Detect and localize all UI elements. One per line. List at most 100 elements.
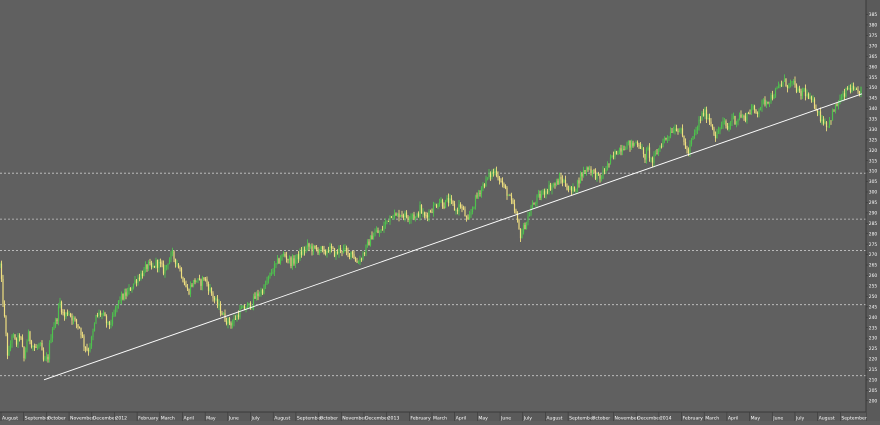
candle-body <box>194 279 196 283</box>
candle-body <box>824 122 826 124</box>
candle-body <box>440 200 442 203</box>
candle-body <box>429 211 432 213</box>
x-tick-label: October <box>47 415 65 421</box>
x-tick-label: February <box>410 415 431 421</box>
candle-body <box>579 174 582 184</box>
candle-body <box>444 200 447 209</box>
candle-body <box>39 342 42 345</box>
candle-body <box>129 287 132 291</box>
candle-body <box>5 316 7 334</box>
candle-body <box>624 149 627 151</box>
candle-body <box>114 308 117 314</box>
candle-body <box>393 213 396 218</box>
candle-body <box>503 184 505 186</box>
candle-body <box>522 224 525 233</box>
candle-body <box>842 93 844 98</box>
candle-body <box>662 140 664 147</box>
candle-body <box>708 117 711 122</box>
candle-body <box>77 324 79 327</box>
candle-body <box>233 318 235 323</box>
y-axis-panel <box>866 0 880 421</box>
candle-body <box>725 121 727 126</box>
candle-body <box>147 261 150 269</box>
candle-body <box>54 319 57 327</box>
candle-body <box>255 293 258 299</box>
candle-body <box>143 269 145 277</box>
y-tick-label: 270 <box>869 252 878 258</box>
y-tick-label: 275 <box>869 242 878 248</box>
y-tick-label: 325 <box>869 137 878 143</box>
candle-body <box>782 81 784 85</box>
candle-body <box>626 143 628 150</box>
candle-body <box>690 139 693 145</box>
candle-body <box>63 312 66 317</box>
candle-body <box>765 101 768 105</box>
candle-body <box>734 115 736 125</box>
y-tick-label: 255 <box>869 284 878 290</box>
candle-body <box>471 208 474 213</box>
candle-body <box>140 273 142 280</box>
candle-body <box>128 287 130 292</box>
candle-body <box>540 194 543 198</box>
candle-body <box>222 313 225 315</box>
candle-body <box>218 303 220 306</box>
candle-body <box>758 110 760 114</box>
candle-body <box>293 258 295 264</box>
candle-body <box>378 232 381 234</box>
candle-body <box>9 343 12 350</box>
candle-body <box>606 163 609 170</box>
candle-body <box>288 257 291 261</box>
candle-body <box>420 205 423 214</box>
candle-body <box>657 148 660 154</box>
candle-body <box>275 263 277 265</box>
candle-body <box>644 154 646 160</box>
y-tick-label: 250 <box>869 294 878 300</box>
candle-body <box>243 305 246 310</box>
candle-body <box>464 209 466 217</box>
candle-body <box>149 261 151 264</box>
candle-body <box>519 229 522 239</box>
candle-body <box>170 252 172 260</box>
candle-body <box>465 216 468 218</box>
y-tick-label: 230 <box>869 336 878 342</box>
candle-body <box>254 296 256 299</box>
candle-body <box>557 180 559 185</box>
candle-body <box>308 243 310 247</box>
candle-body <box>327 251 330 252</box>
candle-body <box>336 252 339 254</box>
candle-body <box>687 149 690 154</box>
candle-body <box>492 171 495 174</box>
candle-body <box>116 305 118 309</box>
candle-body <box>155 260 157 268</box>
y-tick-label: 285 <box>869 221 878 227</box>
candle-body <box>747 112 750 114</box>
candle-body <box>248 302 250 305</box>
candle-body <box>627 140 630 144</box>
candle-body <box>432 204 435 213</box>
candle-body <box>818 111 820 113</box>
candle-body <box>545 191 547 195</box>
candle-body <box>57 306 60 321</box>
candle-body <box>113 313 115 316</box>
candle-body <box>770 94 772 103</box>
candle-body <box>72 317 75 321</box>
candle-body <box>335 252 337 257</box>
candle-body <box>195 280 198 283</box>
candle-body <box>572 186 574 192</box>
candle-body <box>683 135 685 142</box>
candle-body <box>564 180 567 186</box>
candle-body <box>125 292 127 296</box>
candle-body <box>822 119 825 124</box>
candle-body <box>309 246 312 248</box>
candle-body <box>827 126 829 128</box>
candle-body <box>6 333 9 356</box>
x-tick-label: June <box>228 415 239 421</box>
candle-body <box>633 142 636 146</box>
candle-body <box>629 140 631 148</box>
candle-body <box>384 221 387 225</box>
candle-body <box>597 173 600 174</box>
candle-body <box>351 251 354 255</box>
candle-body <box>809 96 811 100</box>
candle-body <box>242 305 244 309</box>
candle-body <box>711 124 714 129</box>
